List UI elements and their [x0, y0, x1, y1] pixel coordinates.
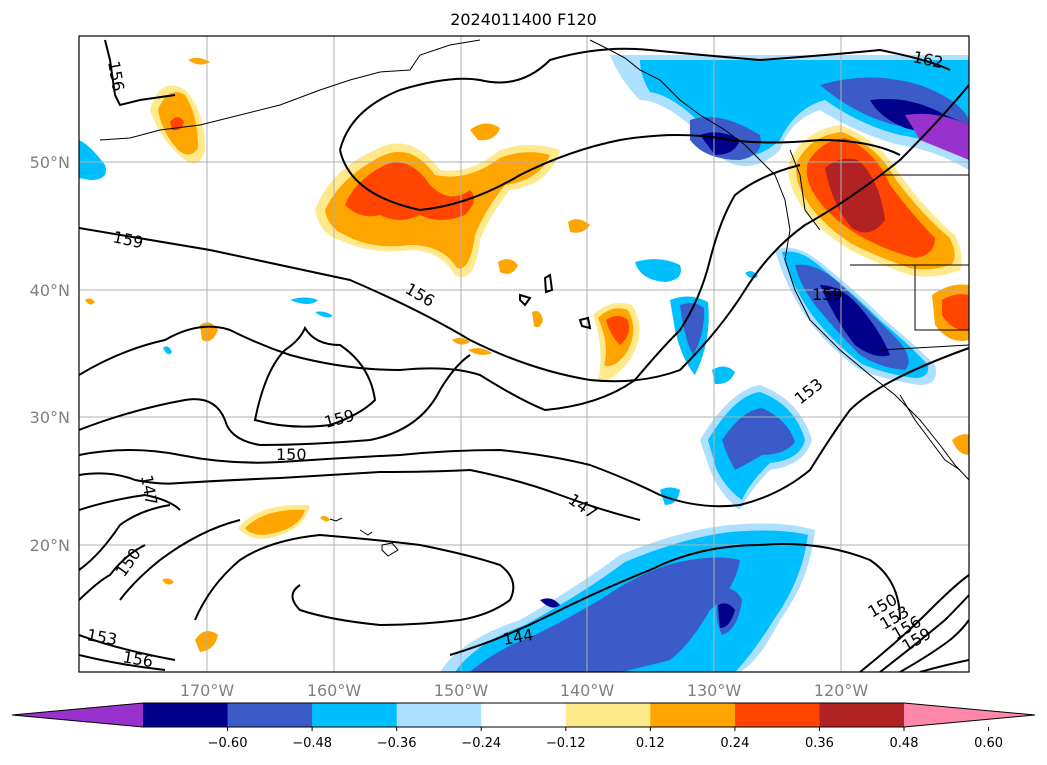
lat-label: 30°N: [30, 408, 70, 427]
longitude-labels: 170°W 160°W 150°W 140°W 130°W 120°W: [180, 681, 869, 700]
colorbar-ticks: −0.60 −0.48 −0.36 −0.24 −0.12 0.12 0.24 0.36 0.4…: [208, 727, 1003, 751]
negative-anomaly-region: [722, 408, 795, 470]
coastlines: [99, 39, 969, 557]
lon-label: 120°W: [814, 681, 869, 700]
positive-anomaly-region: [606, 316, 629, 345]
negative-anomaly-region: [718, 603, 735, 628]
colorbar-tick-label: 0.24: [720, 736, 749, 751]
positive-anomaly-region: [498, 259, 518, 274]
colorbar-cell: [819, 703, 905, 727]
positive-anomaly-region: [85, 298, 95, 305]
positive-anomaly-region: [162, 578, 174, 585]
colorbar-tick-label: −0.24: [461, 736, 501, 751]
colorbar-cell: [565, 703, 651, 727]
graticule: [79, 36, 969, 672]
contour-label: 150: [276, 445, 307, 464]
colorbar-cell: [396, 703, 482, 727]
colorbar-cell: [143, 703, 229, 727]
colorbar: −0.60 −0.48 −0.36 −0.24 −0.12 0.12 0.24 0.36 0.4…: [11, 702, 1036, 751]
lon-label: 140°W: [560, 681, 615, 700]
lat-label: 20°N: [30, 536, 70, 555]
negative-anomaly-region: [290, 297, 318, 304]
map-title: 2024011400 F120: [450, 10, 597, 29]
positive-anomaly-region: [188, 57, 210, 65]
lon-label: 150°W: [434, 681, 489, 700]
positive-anomaly-region: [532, 311, 543, 328]
colorbar-tick-label: −0.36: [377, 736, 417, 751]
colorbar-tick-label: 0.48: [890, 736, 919, 751]
latitude-labels: 50°N 40°N 30°N 20°N: [30, 153, 70, 555]
colorbar-tick-label: 0.60: [974, 736, 1003, 751]
negative-anomaly-region: [905, 113, 969, 160]
positive-anomaly-region: [825, 158, 885, 233]
negative-anomaly-region: [712, 366, 735, 385]
negative-anomaly-region: [315, 311, 333, 318]
positive-anomaly-region: [245, 509, 305, 535]
colorbar-cell: [227, 703, 313, 727]
lon-label: 160°W: [307, 681, 362, 700]
lon-label: 130°W: [687, 681, 742, 700]
height-contours: [79, 39, 969, 672]
lon-label: 170°W: [180, 681, 235, 700]
map-area: 156 159 156 162 159 159 153 150 147 147 …: [79, 36, 969, 672]
colorbar-cell: [481, 703, 567, 727]
colorbar-tick-label: −0.60: [208, 736, 248, 751]
negative-anomaly-region: [820, 285, 890, 357]
colorbar-extend-min: [12, 703, 143, 727]
colorbar-extend-max: [904, 703, 1035, 727]
colorbar-tick-label: −0.48: [292, 736, 332, 751]
colorbar-cell: [734, 703, 820, 727]
colorbar-cells: [12, 703, 1035, 727]
negative-anomaly-region: [163, 346, 172, 355]
negative-anomaly-region: [680, 303, 705, 355]
colorbar-cell: [312, 703, 398, 727]
negative-anomaly-region: [540, 598, 560, 608]
positive-anomaly-region: [942, 294, 969, 331]
colorbar-tick-label: 0.12: [636, 736, 665, 751]
positive-anomaly-region: [568, 219, 590, 233]
negative-anomaly-region: [79, 140, 106, 180]
shaded-fields: [79, 55, 969, 672]
negative-anomaly-region: [470, 557, 740, 672]
negative-anomaly-region: [700, 132, 740, 155]
positive-anomaly-region: [952, 434, 969, 455]
positive-anomaly-region: [320, 516, 330, 522]
lat-label: 40°N: [30, 281, 70, 300]
lat-label: 50°N: [30, 153, 70, 172]
negative-anomaly-region: [635, 259, 681, 282]
colorbar-cell: [650, 703, 736, 727]
colorbar-outline: [11, 702, 1036, 728]
map-frame: [78, 35, 970, 673]
colorbar-tick-label: −0.12: [546, 736, 586, 751]
positive-anomaly-region: [470, 123, 500, 141]
contour-label: 159: [812, 285, 843, 304]
positive-anomaly-region: [468, 348, 492, 355]
colorbar-tick-label: 0.36: [805, 736, 834, 751]
